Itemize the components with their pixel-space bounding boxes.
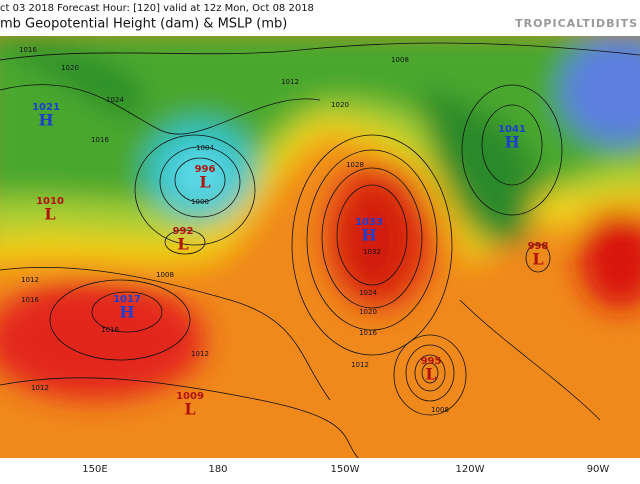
pressure-centers: 1021H1010L996L992L1017H1009L1033H995L104… — [32, 102, 548, 419]
isobar-label: 1012 — [351, 361, 369, 369]
isobar-label: 1012 — [31, 384, 49, 392]
center-pressure: 998 — [528, 241, 549, 252]
longitude-label: 180 — [208, 464, 227, 475]
isobar-label: 1016 — [91, 136, 109, 144]
longitude-label: 150E — [82, 464, 107, 475]
isobar-label: 1008 — [391, 56, 409, 64]
center-pressure: 1010 — [36, 196, 64, 207]
center-pressure: 1017 — [113, 294, 141, 305]
center-pressure: 1041 — [498, 124, 526, 135]
title: mb Geopotential Height (dam) & MSLP (mb) — [0, 17, 287, 32]
isobar-label: 1020 — [359, 308, 377, 316]
isobar-label: 1028 — [346, 161, 364, 169]
isobar-label: 1024 — [359, 289, 377, 297]
isobar-label: 1004 — [196, 144, 214, 152]
center-type: H — [504, 133, 519, 152]
isobar-label: 1012 — [21, 276, 39, 284]
isobar-label: 1024 — [106, 96, 124, 104]
center-type: H — [119, 303, 134, 322]
longitude-labels: 150E 180 150W 120W 90W — [82, 464, 609, 475]
center-type: L — [532, 250, 543, 269]
isobar-label: 1020 — [331, 101, 349, 109]
brand: TROPICALTIDBITS — [515, 17, 638, 30]
longitude-label: 150W — [331, 464, 360, 475]
center-type: L — [199, 173, 210, 192]
longitude-label: 120W — [456, 464, 485, 475]
isobar-labels: 1016 1020 1024 1016 1012 1004 1000 1008 1016 1012… — [19, 46, 449, 414]
isobar-label: 1020 — [61, 64, 79, 72]
height-field — [0, 36, 640, 458]
isobar-label: 1016 — [21, 296, 39, 304]
isobar-label: 1000 — [191, 198, 209, 206]
isobar-label: 1012 — [281, 78, 299, 86]
isobar-label: 1008 — [156, 271, 174, 279]
center-pressure: 1021 — [32, 102, 60, 113]
center-pressure: 996 — [195, 164, 216, 175]
center-type: H — [361, 226, 376, 245]
center-type: L — [44, 205, 55, 224]
isobar-label: 1016 — [101, 326, 119, 334]
isobar-label: 1012 — [191, 350, 209, 358]
center-type: L — [177, 235, 188, 254]
center-pressure: 992 — [173, 226, 194, 237]
isobars — [0, 42, 640, 458]
center-type: L — [425, 365, 436, 384]
center-pressure: 1009 — [176, 391, 204, 402]
isobar-label: 1016 — [359, 329, 377, 337]
center-pressure: 995 — [421, 356, 442, 367]
isobar-label: 1032 — [363, 248, 381, 256]
center-type: H — [38, 111, 53, 130]
center-type: L — [184, 400, 195, 419]
center-pressure: 1033 — [355, 217, 383, 228]
run-line: ct 03 2018 Forecast Hour: [120] valid at… — [0, 3, 314, 14]
longitude-label: 90W — [587, 464, 610, 475]
isobar-label: 1008 — [431, 406, 449, 414]
isobar-label: 1016 — [19, 46, 37, 54]
